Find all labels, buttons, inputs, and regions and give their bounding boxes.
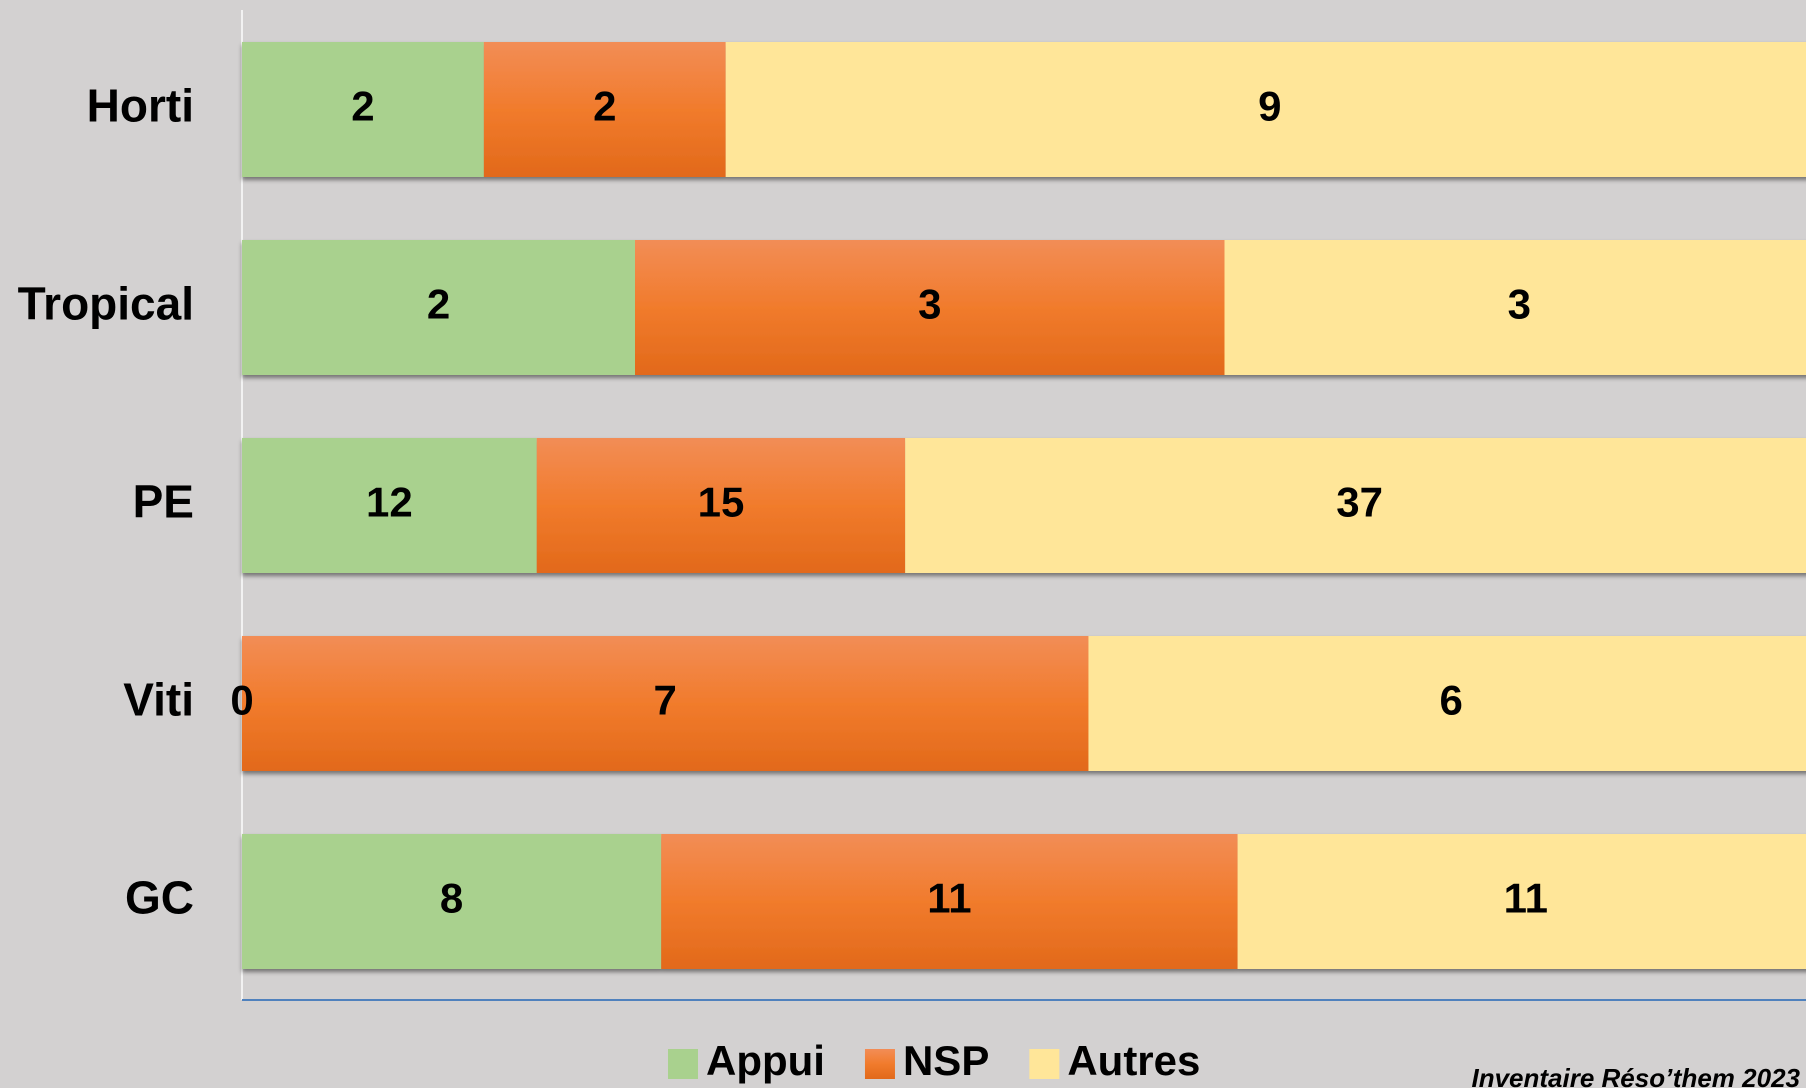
data-label: 0 (230, 677, 253, 724)
legend-swatch (864, 1049, 895, 1079)
bar-group (242, 834, 1806, 969)
bar-segment (242, 42, 484, 177)
data-label: 9 (1258, 83, 1281, 130)
bar-segment (635, 240, 1225, 375)
y-tick-label: GC (125, 872, 194, 924)
bar-segment (1224, 240, 1806, 375)
bar-group (242, 240, 1806, 375)
data-label: 3 (918, 281, 941, 328)
data-label: 15 (698, 479, 745, 526)
bar-segment (536, 438, 906, 573)
data-label: 7 (654, 677, 677, 724)
bar-segment (725, 42, 1806, 177)
data-label: 2 (593, 83, 616, 130)
bar-segment (242, 834, 662, 969)
legend-label: Autres (1067, 1037, 1200, 1084)
bar-group (242, 438, 1806, 573)
bar-group (242, 42, 1806, 177)
data-label: 11 (927, 875, 971, 922)
y-tick-label: PE (133, 476, 194, 528)
data-label: 2 (351, 83, 374, 130)
bar-group (242, 636, 1806, 771)
data-label: 8 (440, 875, 463, 922)
bar-segment (483, 42, 726, 177)
caption: Inventaire Réso’them 2023 (1471, 1063, 1800, 1088)
data-label: 12 (366, 479, 413, 526)
bar-segment (661, 834, 1238, 969)
bar-segment (905, 438, 1806, 573)
bar-segment (242, 240, 635, 375)
data-label: 2 (427, 281, 450, 328)
data-label: 11 (1504, 875, 1548, 922)
bar-segment (1088, 636, 1806, 771)
legend-label: NSP (903, 1037, 989, 1084)
legend-label: Appui (706, 1037, 825, 1084)
data-label: 6 (1440, 677, 1463, 724)
bar-segment (1237, 834, 1806, 969)
bar-segment (242, 636, 1089, 771)
y-tick-label: Viti (123, 674, 194, 726)
data-label: 37 (1336, 479, 1383, 526)
data-label: 3 (1508, 281, 1531, 328)
bar-segment (242, 438, 537, 573)
y-tick-label: Tropical (18, 278, 194, 330)
y-tick-label: Horti (87, 80, 194, 132)
legend-swatch (668, 1049, 698, 1079)
legend-swatch (1029, 1049, 1060, 1079)
